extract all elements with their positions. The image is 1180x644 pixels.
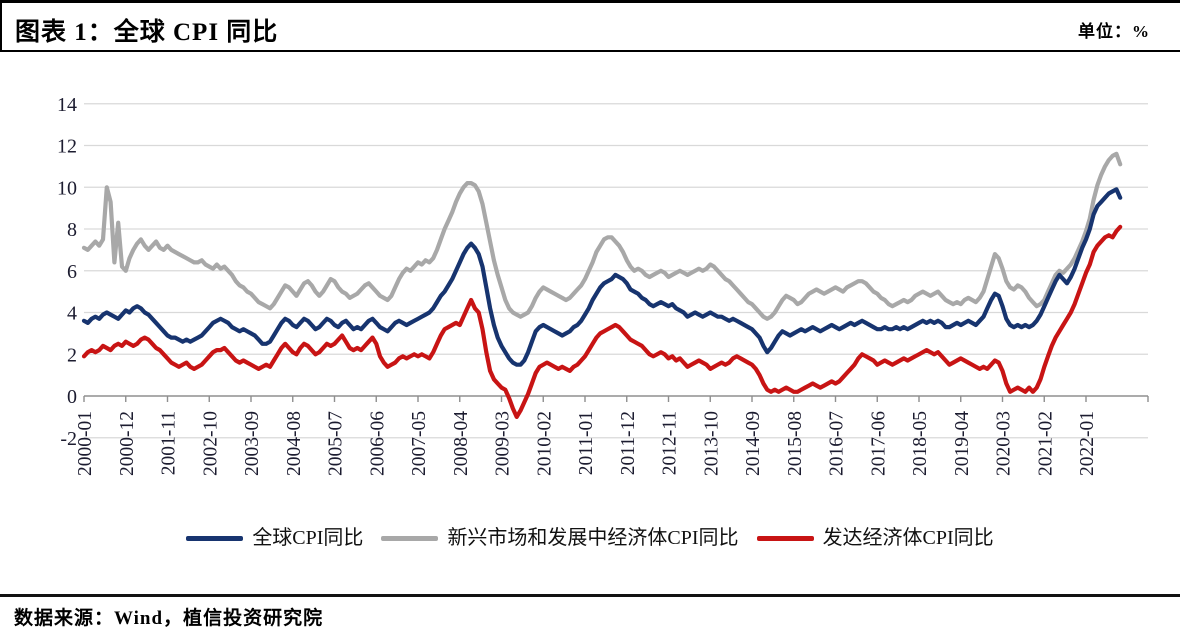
x-axis: 2000-01 2000-12 2001-11 2002-10 2003-09 2004-… [75, 395, 1149, 476]
global-line-swatch [186, 535, 244, 541]
x-tick-label: 2007-05 [409, 411, 430, 476]
emerging-line-swatch [381, 535, 439, 541]
x-tick-label: 2004-08 [284, 411, 305, 476]
global-cpi-line [81, 187, 1123, 367]
developed-cpi-line [81, 224, 1123, 419]
x-tick-label: 2001-11 [159, 411, 180, 475]
developed-line-swatch [756, 535, 814, 541]
y-tick-label: 6 [67, 261, 77, 283]
x-tick-label: 2016-07 [827, 411, 848, 476]
y-tick-label: 8 [67, 219, 77, 241]
x-tick-label: 2019-04 [952, 411, 973, 476]
y-axis: -2 0 2 4 6 8 10 12 14 [57, 94, 77, 450]
x-tick-label: 2003-09 [242, 411, 263, 476]
x-tick-label: 2015-08 [785, 411, 806, 476]
chart-title: 图表 1：全球 CPI 同比 [15, 19, 279, 46]
x-tick-label: 2017-06 [868, 411, 889, 476]
y-tick-label: 12 [57, 136, 77, 158]
legend-item-emerging: 新兴市场和发展中经济体CPI同比 [381, 527, 739, 549]
chart-legend: 全球CPI同比 新兴市场和发展中经济体CPI同比 发达经济体CPI同比 [0, 524, 1180, 552]
data-source-note: 数据来源：Wind，植信投资研究院 [14, 608, 324, 629]
x-tick-label: 2013-10 [701, 411, 722, 476]
x-tick-label: 2014-09 [743, 411, 764, 476]
x-tick-label: 2005-07 [326, 411, 347, 476]
footer-divider [0, 594, 1180, 597]
x-tick-label: 2018-05 [910, 411, 931, 476]
x-tick-label: 2000-12 [117, 411, 138, 476]
x-tick-label: 2008-04 [451, 411, 472, 476]
x-tick-label: 2000-01 [75, 411, 96, 476]
legend-item-global: 全球CPI同比 [186, 528, 363, 548]
x-tick-label: 2011-12 [618, 411, 639, 475]
title-bar: 图表 1：全球 CPI 同比 单位：% [0, 0, 1180, 52]
x-tick-label: 2006-06 [367, 411, 388, 476]
chart-svg: 2000-01 2000-12 2001-11 2002-10 2003-09 2004-… [57, 94, 1149, 476]
x-tick-label: 2022-01 [1077, 411, 1098, 476]
y-tick-label: 0 [67, 386, 77, 408]
legend-label-emerging: 新兴市场和发展中经济体CPI同比 [447, 527, 739, 549]
x-tick-label: 2021-02 [1035, 411, 1056, 476]
y-tick-label: 2 [67, 344, 77, 366]
emerging-cpi-line [81, 151, 1123, 321]
legend-label-global: 全球CPI同比 [252, 527, 364, 549]
x-tick-label: 2012-11 [660, 411, 681, 475]
y-tick-label: 4 [67, 303, 77, 325]
x-tick-label: 2011-01 [576, 411, 597, 475]
x-tick-label: 2009-03 [493, 411, 514, 476]
y-tick-label: 14 [57, 94, 77, 116]
gridlines [84, 103, 1148, 439]
legend-label-developed: 发达经济体CPI同比 [822, 527, 994, 549]
x-tick-label: 2010-02 [534, 411, 555, 476]
unit-label: 单位：% [1078, 22, 1150, 41]
legend-item-developed: 发达经济体CPI同比 [756, 527, 994, 549]
y-tick-label: 10 [57, 177, 77, 199]
y-tick-label: -2 [60, 428, 77, 450]
x-tick-label: 2002-10 [200, 411, 221, 476]
x-tick-label: 2020-03 [994, 411, 1015, 476]
chart-area: 2000-01 2000-12 2001-11 2002-10 2003-09 2004-… [0, 70, 1180, 544]
